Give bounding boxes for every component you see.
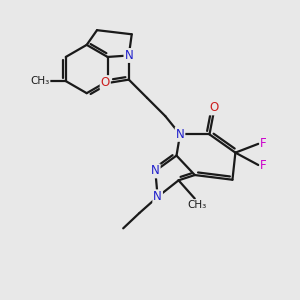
Text: F: F: [260, 137, 267, 150]
Text: N: N: [124, 49, 133, 62]
Text: N: N: [151, 164, 160, 177]
Text: N: N: [176, 128, 184, 141]
Text: O: O: [100, 76, 110, 89]
Text: CH₃: CH₃: [188, 200, 207, 210]
Text: O: O: [209, 101, 218, 114]
Text: N: N: [153, 190, 162, 203]
Text: F: F: [260, 158, 267, 172]
Text: CH₃: CH₃: [30, 76, 50, 86]
